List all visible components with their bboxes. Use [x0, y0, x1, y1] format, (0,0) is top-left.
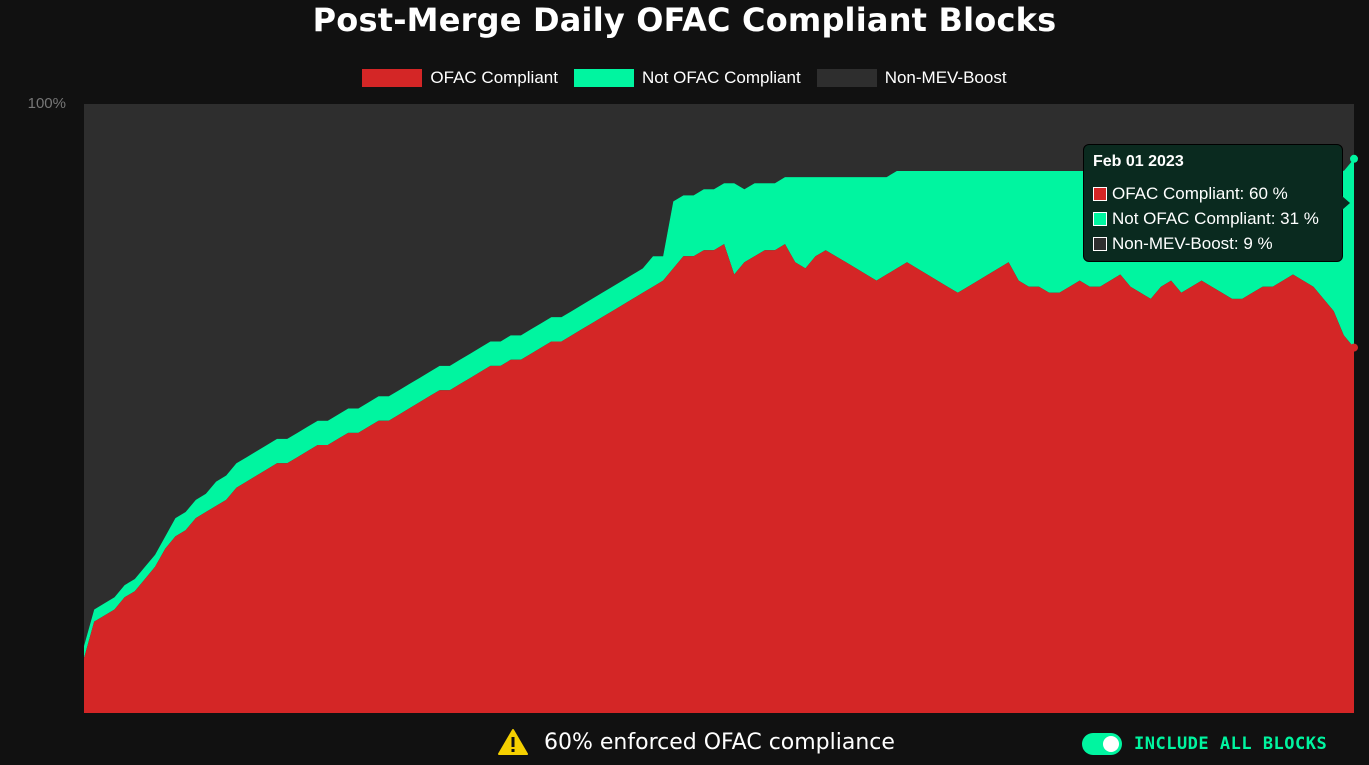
legend-label: OFAC Compliant [430, 68, 558, 87]
tooltip-row-label: Not OFAC Compliant: 31 % [1112, 208, 1319, 228]
legend-item-ofac-compliant[interactable]: OFAC Compliant [362, 68, 558, 88]
hover-marker-not-ofac [1350, 154, 1358, 163]
tooltip-pointer [1342, 196, 1350, 210]
legend-swatch-not-ofac [573, 69, 634, 87]
tooltip-swatch [1093, 211, 1107, 226]
legend-label: Not OFAC Compliant [641, 68, 801, 87]
include-all-blocks-control: INCLUDE ALL BLOCKS [1082, 733, 1327, 755]
tooltip-row-label: Non-MEV-Boost: 9 % [1112, 233, 1273, 253]
compliance-note: 60% enforced OFAC compliance [498, 728, 895, 756]
warning-triangle-icon [498, 728, 528, 756]
tooltip-row-ofac: OFAC Compliant: 60 % [1093, 181, 1333, 206]
tooltip-row-non-mev: Non-MEV-Boost: 9 % [1093, 231, 1333, 256]
chart-legend: OFAC Compliant Not OFAC Compliant Non-ME… [0, 68, 1369, 88]
legend-swatch-non-mev [816, 69, 877, 87]
hover-tooltip: Feb 01 2023 OFAC Compliant: 60 % Not OFA… [1083, 144, 1350, 262]
toggle-knob [1103, 736, 1119, 752]
legend-swatch-ofac [362, 69, 423, 87]
include-all-blocks-toggle[interactable] [1082, 733, 1122, 755]
tooltip-swatch [1093, 236, 1107, 251]
chart-title: Post-Merge Daily OFAC Compliant Blocks [312, 1, 1057, 39]
legend-item-not-ofac-compliant[interactable]: Not OFAC Compliant [573, 68, 801, 88]
tooltip-row-not-ofac: Not OFAC Compliant: 31 % [1093, 206, 1333, 231]
tooltip-row-label: OFAC Compliant: 60 % [1112, 183, 1288, 203]
tooltip-swatch [1093, 186, 1107, 201]
legend-label: Non-MEV-Boost [884, 68, 1007, 87]
toggle-label: INCLUDE ALL BLOCKS [1134, 734, 1328, 754]
area-ofac-compliant[interactable] [84, 244, 1354, 713]
tooltip-date: Feb 01 2023 [1093, 153, 1184, 170]
area-non-mev-boost[interactable] [84, 104, 1354, 646]
hover-marker-ofac [1350, 343, 1358, 352]
compliance-note-text: 60% enforced OFAC compliance [544, 729, 895, 755]
chart-layers [84, 104, 1358, 713]
area-not-ofac-compliant[interactable] [84, 158, 1354, 659]
legend-item-non-mev-boost[interactable]: Non-MEV-Boost [816, 68, 1007, 88]
y-tick-label: 100% [28, 95, 66, 112]
